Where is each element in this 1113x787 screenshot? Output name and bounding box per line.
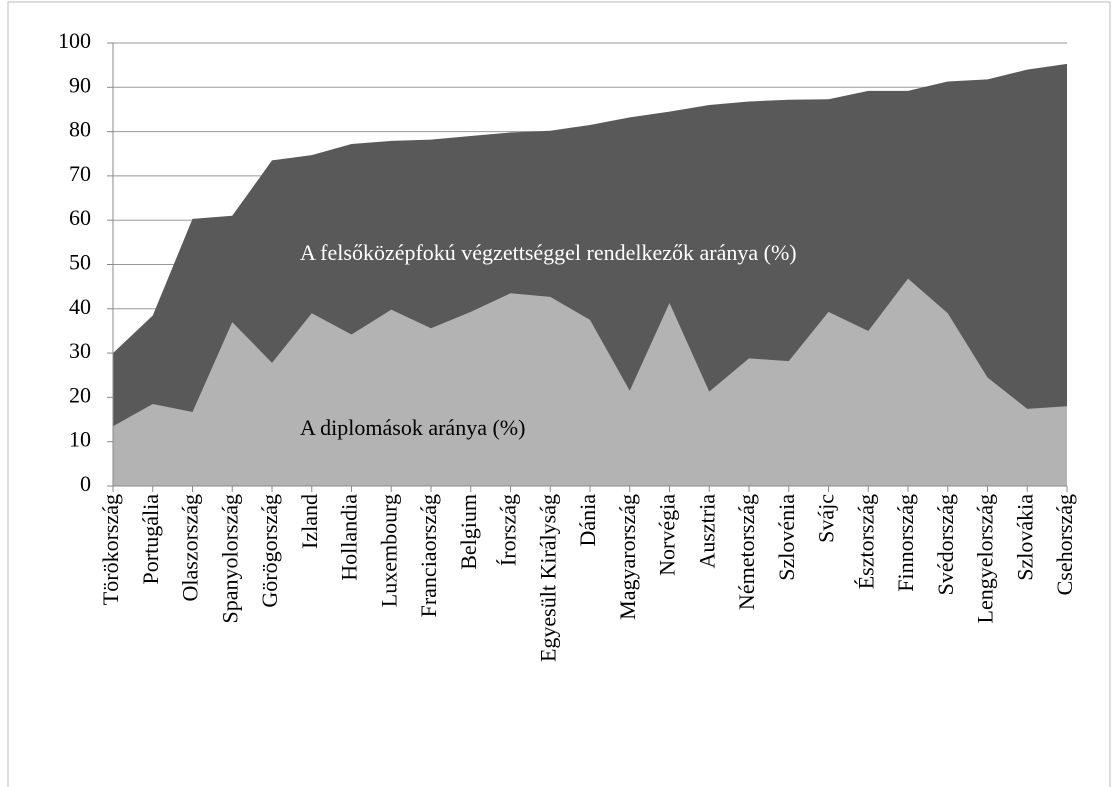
x-tick-label: Görögország (257, 494, 282, 608)
x-tick-label: Finnország (893, 494, 918, 592)
x-tick-label: Svédország (933, 494, 958, 595)
series-label: A diplomások aránya (%) (300, 415, 525, 440)
x-tick-label: Norvégia (655, 494, 680, 576)
series-label: A felsőközépfokú végzettséggel rendelkez… (300, 240, 797, 265)
x-tick-label: Egyesült Királyság (535, 494, 560, 662)
x-tick-label: Hollandia (337, 494, 362, 581)
frame (7, 1, 1111, 787)
y-tick-label: 0 (80, 471, 91, 496)
y-tick-label: 40 (69, 294, 91, 319)
y-tick-label: 10 (69, 427, 91, 452)
x-tick-label: Ausztria (694, 494, 719, 569)
y-tick-label: 50 (69, 250, 91, 275)
x-tick-label: Észtország (853, 494, 878, 589)
y-tick-label: 30 (69, 338, 91, 363)
x-tick-label: Csehország (1052, 494, 1077, 595)
x-tick-label: Írország (496, 494, 521, 566)
y-tick-label: 20 (69, 382, 91, 407)
area (113, 278, 1067, 486)
x-tick-label: Spanyolország (217, 494, 242, 624)
y-tick-label: 80 (69, 117, 91, 142)
y-tick-label: 90 (69, 72, 91, 97)
x-tick-label: Törökország (98, 494, 123, 605)
x-tick-label: Szlovénia (774, 494, 799, 581)
x-tick-label: Belgium (456, 494, 481, 570)
x-tick-label: Dánia (575, 494, 600, 547)
y-tick-label: 60 (69, 205, 91, 230)
x-tick-label: Franciaország (416, 494, 441, 617)
x-tick-label: Izland (297, 494, 322, 549)
y-tick-label: 70 (69, 161, 91, 186)
x-tick-label: Luxembourg (376, 494, 401, 607)
x-tick-label: Magyarország (615, 494, 640, 620)
x-tick-label: Portugália (138, 494, 163, 585)
x-tick-label: Svájc (814, 494, 839, 543)
x-tick-label: Szlovákia (1012, 494, 1037, 581)
y-tick-label: 100 (58, 28, 91, 53)
x-tick-label: Németország (734, 494, 759, 610)
x-tick-label: Olaszország (178, 494, 203, 602)
x-tick-label: Lengyelország (973, 494, 998, 624)
